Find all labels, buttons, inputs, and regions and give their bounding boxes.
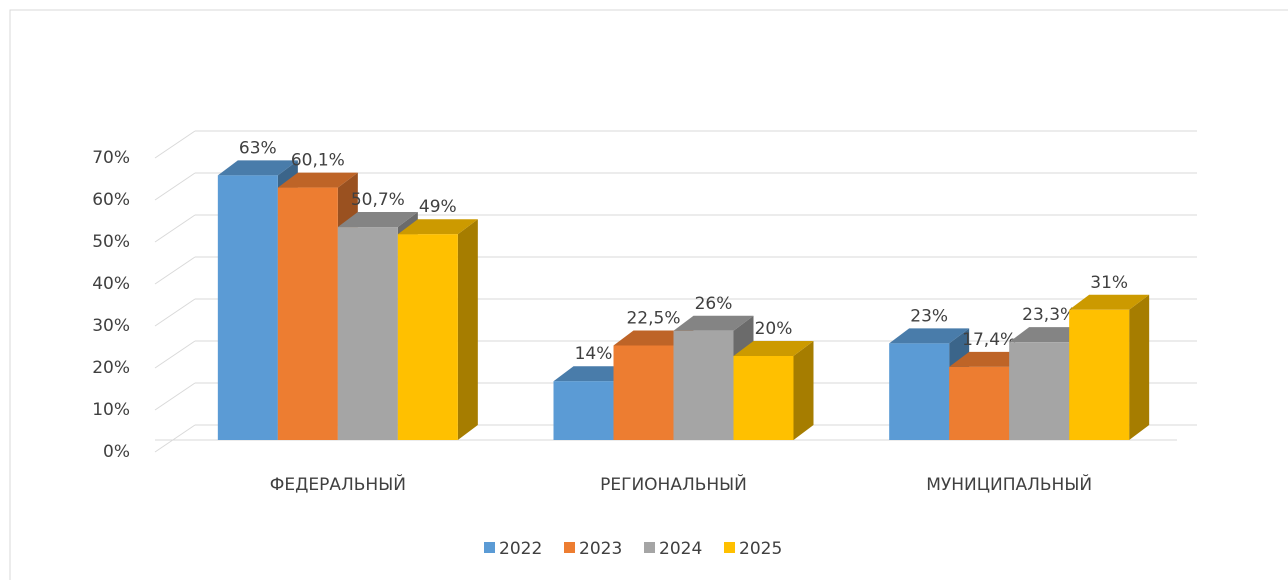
bar-top — [889, 328, 970, 344]
y-tick-label: 70% — [92, 148, 130, 168]
legend-swatch — [724, 542, 735, 553]
bar — [733, 341, 814, 440]
data-label: 23% — [910, 306, 948, 326]
grid-line-side — [154, 298, 196, 327]
y-tick-label: 50% — [92, 232, 130, 252]
x-tick-label: МУНИЦИПАЛЬНЫЙ — [926, 473, 1092, 495]
y-tick-label: 20% — [92, 358, 130, 378]
bar — [277, 172, 358, 440]
bar-top — [1069, 294, 1150, 310]
data-label: 26% — [695, 294, 733, 314]
bar-side — [1129, 294, 1150, 440]
bar-front — [217, 175, 278, 440]
data-label: 22,5% — [626, 309, 680, 329]
data-label: 17,4% — [962, 330, 1016, 350]
grid-line-side — [154, 214, 196, 243]
bar-front — [613, 345, 674, 440]
grid-line-side — [154, 340, 196, 369]
y-tick-label: 30% — [92, 316, 130, 336]
bar-front — [733, 356, 794, 440]
bar-front — [949, 366, 1010, 440]
data-label: 49% — [419, 197, 457, 217]
bar-front — [673, 330, 734, 440]
bar-front — [397, 234, 458, 440]
bar — [397, 219, 478, 440]
bar-top — [277, 172, 358, 188]
bar-top — [337, 212, 418, 228]
data-label: 23,3% — [1022, 305, 1076, 325]
legend-label: 2023 — [579, 539, 622, 559]
bar-top — [949, 351, 1030, 367]
data-label: 63% — [239, 138, 277, 158]
x-tick-label: РЕГИОНАЛЬНЫЙ — [600, 473, 747, 495]
data-label: 20% — [755, 319, 793, 339]
bar-side — [793, 341, 814, 440]
legend-label: 2022 — [499, 539, 542, 559]
bar-side — [457, 219, 478, 440]
y-tick-label: 60% — [92, 190, 130, 210]
legend-label: 2024 — [659, 539, 702, 559]
x-tick-label: ФЕДЕРАЛЬНЫЙ — [270, 473, 406, 495]
grid-line-side — [154, 130, 196, 159]
data-label: 50,7% — [351, 190, 405, 210]
legend-swatch — [484, 542, 495, 553]
bar-top — [673, 315, 754, 331]
bar-front — [1069, 309, 1130, 440]
legend-label: 2025 — [739, 539, 782, 559]
grid-line-side — [154, 424, 196, 453]
data-label: 60,1% — [291, 151, 345, 171]
y-tick-label: 10% — [92, 400, 130, 420]
y-tick-label: 40% — [92, 274, 130, 294]
bar — [1069, 294, 1150, 440]
legend-swatch — [644, 542, 655, 553]
bar-top — [217, 160, 298, 176]
grid-line-side — [154, 256, 196, 285]
bar-front — [337, 227, 398, 440]
bar-front — [277, 187, 338, 440]
bar-front — [889, 343, 950, 440]
grid-line-side — [154, 172, 196, 201]
y-tick-label: 0% — [103, 442, 130, 462]
bar-top — [733, 341, 814, 356]
grid-line-side — [154, 382, 196, 411]
bar-front — [1009, 342, 1070, 440]
bar-top — [397, 219, 478, 235]
bar-front — [553, 381, 614, 440]
data-label: 14% — [575, 344, 613, 364]
legend-swatch — [564, 542, 575, 553]
data-label: 31% — [1090, 273, 1128, 293]
